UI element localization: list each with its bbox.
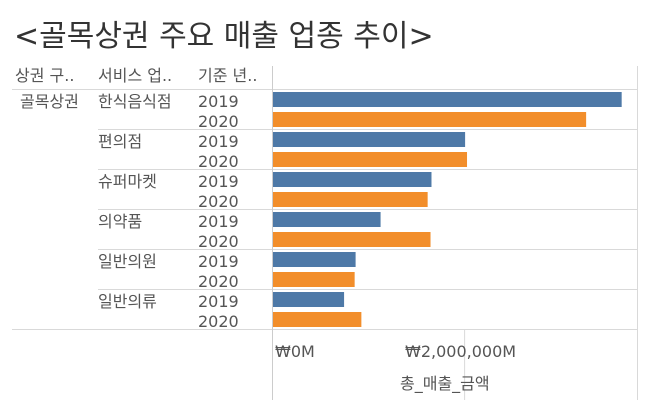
header-district[interactable]: 상권 구.. — [15, 66, 75, 85]
bar-2019-3 — [273, 172, 432, 187]
year-label: 2020 — [198, 192, 239, 211]
year-label: 2020 — [198, 272, 239, 291]
year-label: 2019 — [198, 212, 239, 231]
category-label: 편의점 — [98, 132, 143, 151]
year-label: 2020 — [198, 112, 239, 131]
bar-2020-3 — [273, 192, 428, 207]
category-label: 한식음식점 — [98, 92, 172, 111]
header-year[interactable]: 기준 년.. — [198, 66, 258, 85]
category-label: 일반의원 — [98, 252, 157, 271]
year-label: 2019 — [198, 292, 239, 311]
category-label: 의약품 — [98, 212, 143, 231]
year-label: 2020 — [198, 312, 239, 331]
year-label: 2020 — [198, 152, 239, 171]
x-tick-label-0: ₩0M — [275, 342, 315, 361]
bar-2020-4 — [273, 232, 431, 247]
bar-2019-1 — [273, 92, 622, 107]
year-label: 2019 — [198, 252, 239, 271]
x-axis-title: 총_매출_금액 — [400, 374, 490, 393]
bar-2019-6 — [273, 292, 345, 307]
bar-2019-2 — [273, 132, 466, 147]
bar-2019-4 — [273, 212, 381, 227]
year-label: 2019 — [198, 172, 239, 191]
category-label: 슈퍼마켓 — [98, 172, 157, 191]
district-label: 골목상권 — [20, 92, 79, 111]
bar-2020-2 — [273, 152, 468, 167]
bar-2020-1 — [273, 112, 587, 127]
x-tick-label-1: ₩2,000,000M — [405, 342, 517, 361]
bar-2019-5 — [273, 252, 356, 267]
year-label: 2019 — [198, 92, 239, 111]
header-service[interactable]: 서비스 업.. — [98, 66, 173, 85]
category-label: 일반의류 — [98, 292, 157, 311]
bar-2020-5 — [273, 272, 355, 287]
bar-2020-6 — [273, 312, 362, 327]
page-title: <골목상권 주요 매출 업종 추이> — [14, 19, 434, 54]
year-label: 2020 — [198, 232, 239, 251]
year-label: 2019 — [198, 132, 239, 151]
